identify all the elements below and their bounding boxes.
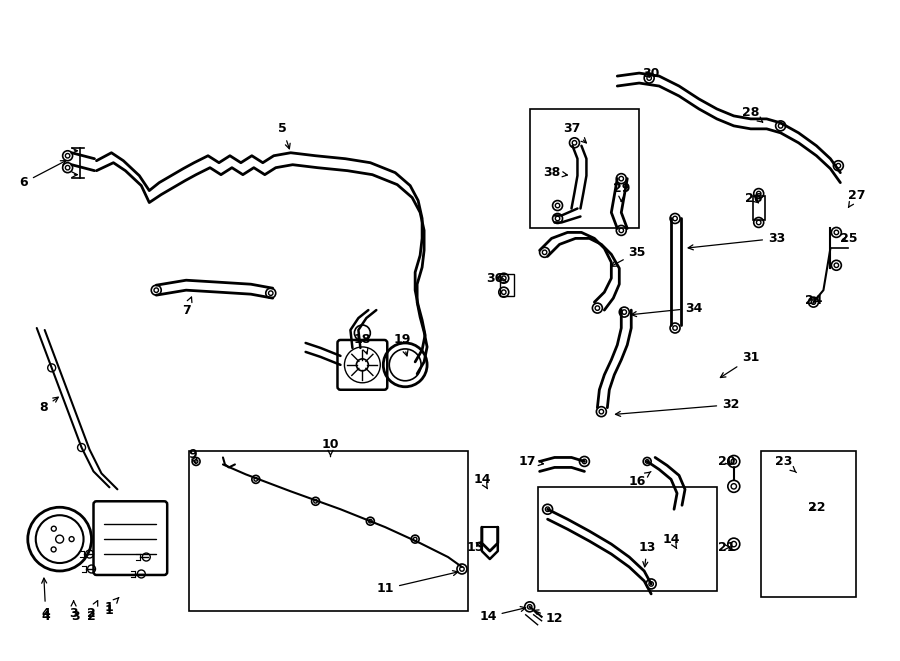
- Text: 29: 29: [613, 182, 630, 202]
- FancyBboxPatch shape: [94, 501, 167, 575]
- Text: 22: 22: [807, 501, 825, 514]
- Text: 6: 6: [20, 161, 66, 189]
- Text: 26: 26: [745, 192, 762, 205]
- Text: 23: 23: [775, 455, 796, 473]
- Bar: [500, 274, 514, 296]
- Text: 38: 38: [543, 166, 567, 179]
- Text: 4: 4: [41, 578, 50, 620]
- Text: 16: 16: [628, 471, 651, 488]
- Text: 32: 32: [616, 398, 740, 416]
- Bar: [537, 487, 717, 591]
- Text: 7: 7: [182, 297, 192, 317]
- Text: 30: 30: [643, 67, 660, 79]
- Text: 14: 14: [662, 533, 680, 549]
- Text: 10: 10: [322, 438, 339, 457]
- Text: 9: 9: [189, 448, 197, 464]
- Text: 5: 5: [278, 122, 290, 149]
- Text: 1: 1: [105, 598, 119, 614]
- Bar: [760, 451, 856, 597]
- Text: 35: 35: [611, 246, 646, 266]
- Text: 12: 12: [534, 610, 563, 625]
- Text: 37: 37: [562, 122, 587, 143]
- Text: 27: 27: [848, 189, 865, 208]
- Text: 13: 13: [638, 541, 656, 567]
- Bar: [189, 451, 468, 611]
- Text: 2: 2: [87, 601, 98, 620]
- Text: 25: 25: [840, 232, 857, 245]
- Text: 17: 17: [519, 455, 544, 468]
- Text: 8: 8: [40, 397, 58, 414]
- Text: 14: 14: [479, 607, 526, 623]
- Text: 19: 19: [393, 333, 411, 356]
- Text: 28: 28: [742, 106, 762, 122]
- Text: 31: 31: [720, 352, 760, 377]
- Text: 11: 11: [376, 570, 458, 596]
- Text: 36: 36: [486, 272, 507, 285]
- Text: 33: 33: [688, 232, 785, 250]
- Text: 2: 2: [87, 610, 96, 623]
- Text: 18: 18: [354, 333, 371, 354]
- Text: 3: 3: [71, 610, 80, 623]
- Text: 24: 24: [805, 293, 823, 307]
- Text: 21: 21: [718, 541, 735, 553]
- Text: 14: 14: [473, 473, 491, 488]
- Text: 1: 1: [105, 604, 113, 617]
- FancyBboxPatch shape: [338, 340, 387, 390]
- Text: 34: 34: [632, 301, 703, 317]
- Text: 3: 3: [69, 601, 78, 620]
- Text: 4: 4: [41, 610, 50, 623]
- Text: 15: 15: [466, 541, 483, 553]
- Bar: [752, 196, 765, 221]
- Text: 20: 20: [718, 455, 735, 468]
- Bar: [530, 109, 639, 229]
